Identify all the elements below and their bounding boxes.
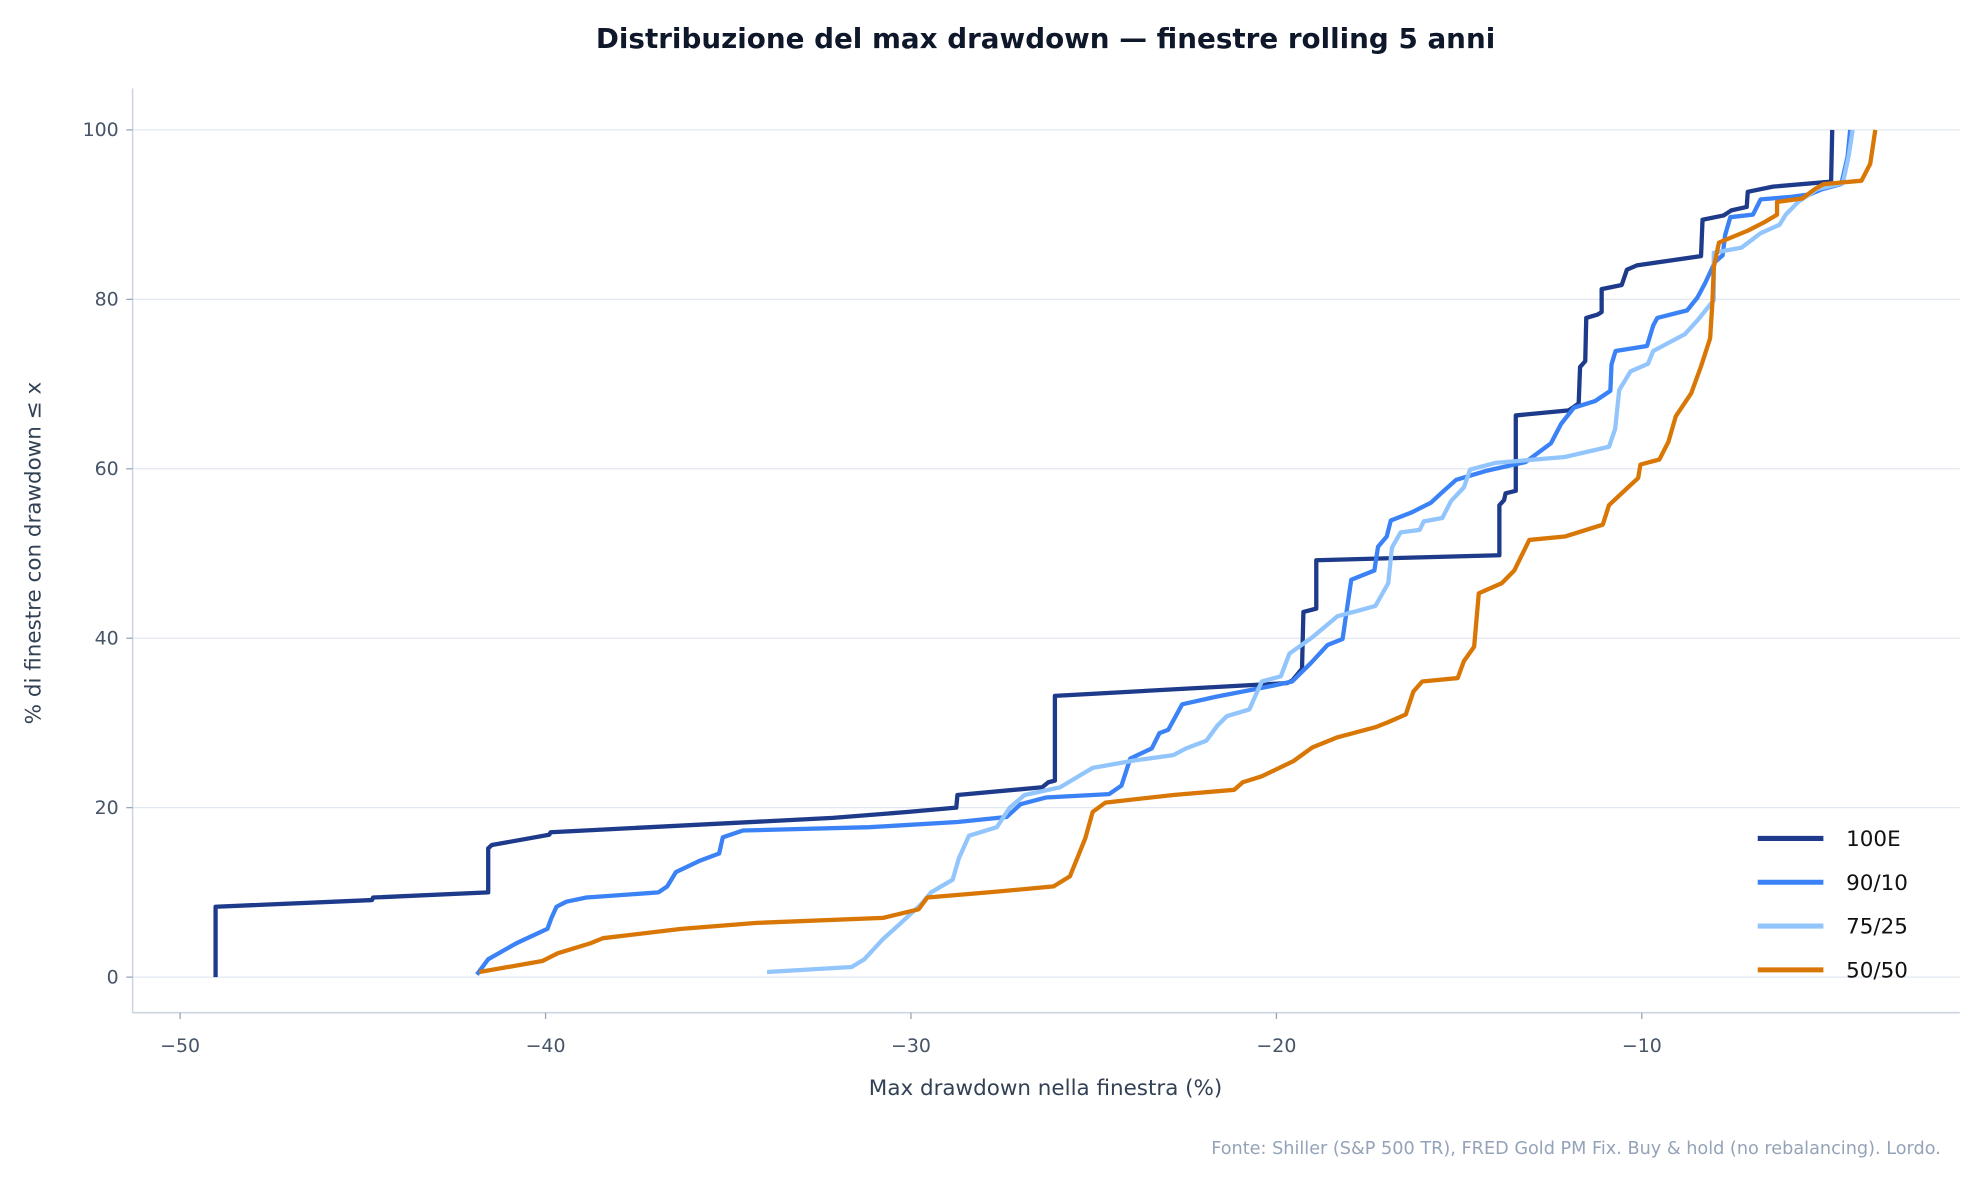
source-note: Fonte: Shiller (S&P 500 TR), FRED Gold P… <box>1211 1139 1941 1159</box>
x-tick-label: −10 <box>1622 1035 1662 1057</box>
series-line-100E <box>213 129 1835 978</box>
x-tick-label: −50 <box>160 1035 200 1057</box>
x-tick-label: −30 <box>891 1035 931 1057</box>
y-tick-label: 40 <box>95 628 119 650</box>
chart-title: Distribuzione del max drawdown — finestr… <box>596 22 1495 55</box>
y-tick-label: 20 <box>95 797 119 819</box>
legend-label: 75/25 <box>1846 915 1908 940</box>
y-axis-label: % di finestre con drawdown ≤ x <box>21 382 46 725</box>
axes <box>131 88 1960 1014</box>
legend-label: 100E <box>1846 827 1901 852</box>
legend-label: 50/50 <box>1846 958 1908 983</box>
y-tick-label: 60 <box>95 458 119 480</box>
legend: 100E 90/10 75/25 50/50 <box>1757 827 1908 983</box>
x-axis-label: Max drawdown nella finestra (%) <box>869 1076 1223 1101</box>
y-tick-label: 0 <box>107 966 119 988</box>
series-line-90-10 <box>475 129 1853 976</box>
y-tick-label: 100 <box>83 119 119 141</box>
series-lines <box>213 129 1878 978</box>
legend-label: 90/10 <box>1846 871 1908 896</box>
x-tick-label: −20 <box>1256 1035 1296 1057</box>
x-tick-label: −40 <box>526 1035 566 1057</box>
y-ticks: 0 20 40 60 80 100 <box>83 119 133 988</box>
grid <box>132 129 1960 978</box>
y-tick-label: 80 <box>95 289 119 311</box>
x-ticks: −50 −40 −30 −20 −10 <box>160 1012 1662 1057</box>
series-line-50-50 <box>478 129 1878 975</box>
